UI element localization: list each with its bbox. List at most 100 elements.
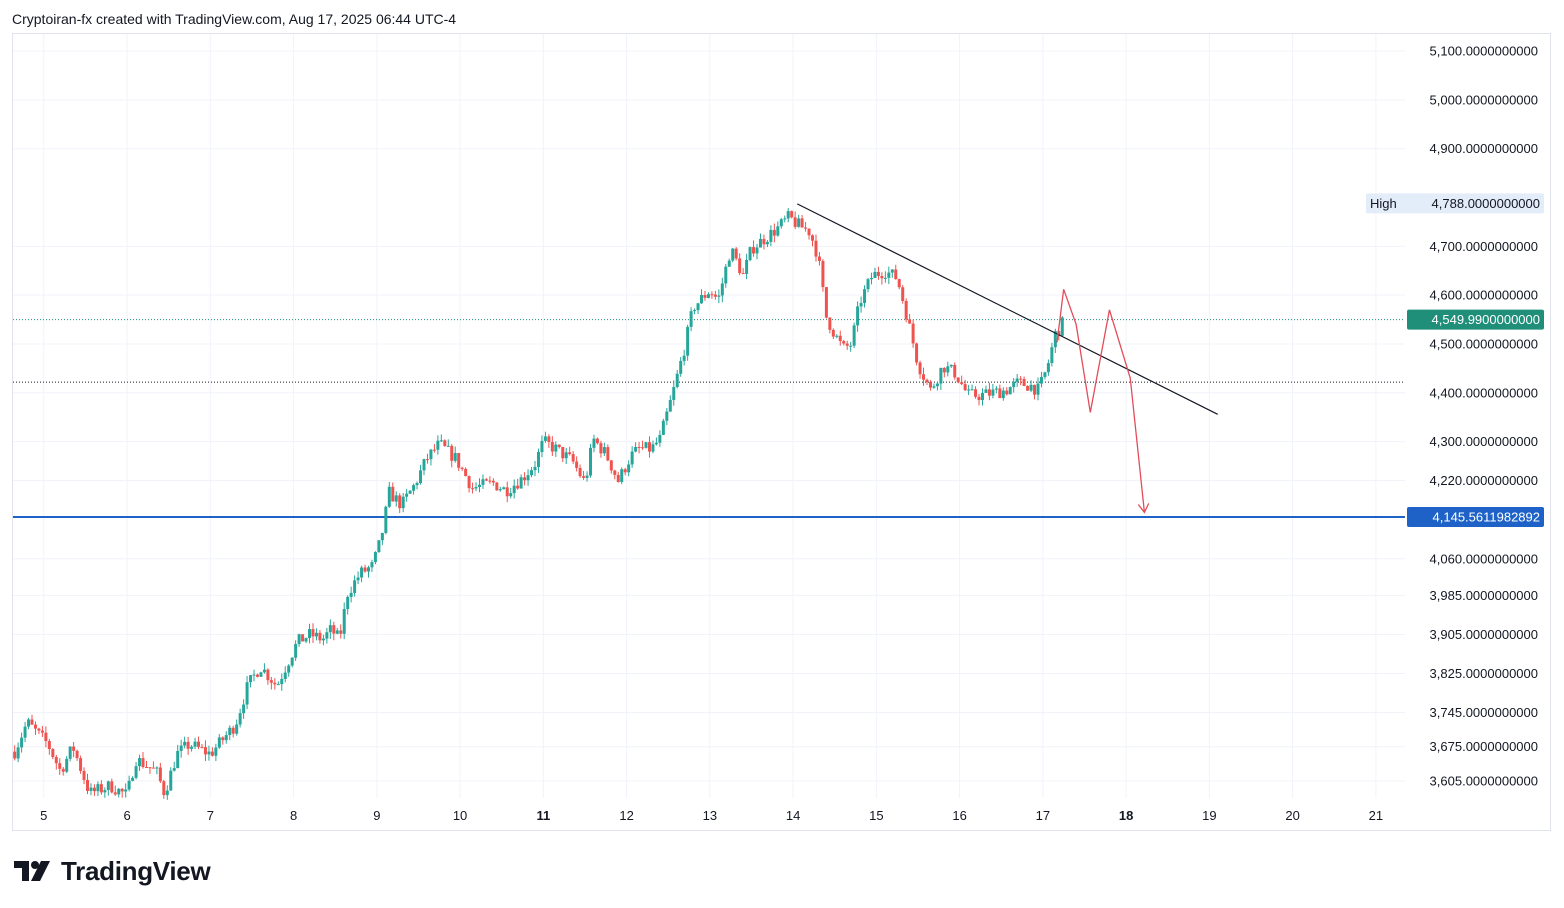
chart-frame[interactable] [12, 33, 1551, 831]
candle-body [443, 440, 447, 446]
candle-body [717, 295, 721, 297]
candle-body [1043, 372, 1047, 377]
brand-name: TradingView [61, 855, 211, 886]
candle [131, 776, 135, 782]
candle-body [852, 325, 856, 346]
candle [394, 491, 398, 507]
candle-body [523, 477, 527, 481]
candle [595, 437, 599, 445]
candle [117, 787, 121, 798]
candle-body [700, 294, 704, 304]
candle-body [61, 768, 65, 772]
candle-body [290, 657, 294, 666]
candle-body [148, 767, 152, 769]
candle-body [516, 485, 520, 489]
candle [928, 380, 932, 391]
candle [915, 342, 919, 366]
candle [724, 263, 728, 288]
candle-body [339, 630, 343, 634]
candle-body [242, 704, 246, 714]
candle-body [974, 389, 978, 397]
candle [693, 308, 697, 315]
candle [1001, 387, 1005, 401]
candle [651, 440, 655, 454]
candle-body [842, 341, 846, 344]
candle [120, 787, 124, 798]
candle [571, 450, 575, 465]
candle [627, 460, 631, 477]
candle-body [568, 452, 572, 455]
candle-body [644, 442, 648, 448]
candle [1019, 375, 1023, 386]
high-badge-value: 4,788.0000000000 [1432, 196, 1540, 211]
candle-body [110, 781, 114, 793]
candle [790, 210, 794, 219]
candle-body [911, 323, 915, 344]
candle-body [564, 452, 568, 459]
candle-body [963, 384, 967, 391]
candle [991, 383, 995, 399]
candle [249, 674, 253, 688]
candle [776, 221, 780, 237]
tradingview-brand[interactable]: TradingView [14, 855, 211, 886]
candle [720, 277, 724, 303]
candle-body [20, 737, 24, 748]
candle [967, 384, 971, 396]
candle-body [231, 727, 235, 734]
candle-body [471, 488, 475, 490]
candle-body [266, 669, 270, 681]
candle [956, 377, 960, 384]
candle-body [738, 258, 742, 274]
candle [502, 486, 506, 490]
candle [99, 780, 103, 795]
last-price-badge: 4,549.9900000000 [1432, 312, 1540, 327]
y-tick-label: 4,900.0000000000 [1430, 141, 1538, 156]
candle-body [141, 758, 145, 768]
candle [96, 781, 100, 797]
candle-body [481, 479, 485, 485]
candle-body [412, 485, 416, 491]
candle [741, 267, 745, 275]
candle-body [262, 669, 266, 673]
candle-body [419, 470, 423, 484]
candle [373, 551, 377, 565]
high-badge-label: High [1370, 196, 1397, 211]
candle-body [37, 728, 41, 731]
candle [436, 435, 440, 455]
candle [217, 734, 221, 749]
candle [197, 736, 201, 750]
candle-body [835, 335, 839, 337]
candle-body [79, 758, 83, 771]
candle-body [311, 629, 315, 637]
candle-body [776, 226, 780, 236]
candle-body [797, 218, 801, 227]
candle [221, 736, 225, 745]
candle-body [203, 747, 207, 755]
candle [543, 431, 547, 443]
candle-body [682, 355, 686, 361]
candle-body [977, 396, 981, 401]
candle-body [197, 741, 201, 747]
candle-body [602, 447, 606, 454]
time-axis[interactable]: 5 6 7 8 9 10 11 12 13 14 15 16 17 18 19 20 21 [40, 808, 1383, 823]
candle [134, 761, 138, 780]
chart-attribution: Cryptoiran-fx created with TradingView.c… [12, 11, 457, 27]
candle-body [1008, 387, 1012, 395]
candle [939, 367, 943, 390]
candle [901, 285, 905, 304]
price-axis[interactable]: 5,100.0000000000 5,000.0000000000 4,900.00… [1430, 44, 1538, 789]
candle-body [765, 241, 769, 245]
candle-body [193, 741, 197, 747]
candle [745, 253, 749, 280]
candle [935, 382, 939, 391]
candle [380, 532, 384, 545]
drawings[interactable] [796, 203, 1218, 514]
candle [925, 378, 929, 385]
candle [849, 341, 853, 352]
candle [599, 440, 603, 458]
candle-body [998, 388, 1002, 399]
candle [106, 780, 110, 796]
candle-body [249, 675, 253, 683]
candle [557, 444, 561, 449]
